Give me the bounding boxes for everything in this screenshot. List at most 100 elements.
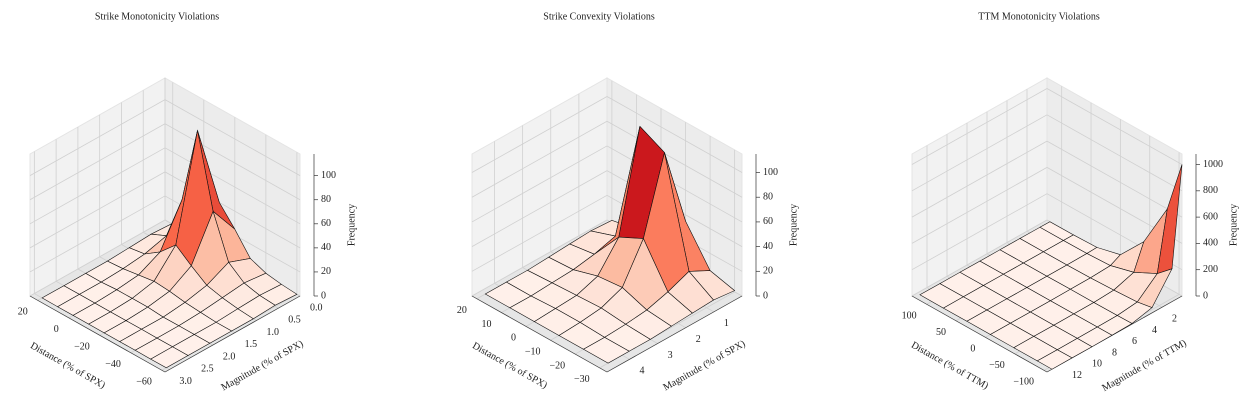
grid-line — [911, 114, 1048, 192]
grid-line — [1046, 114, 1183, 192]
y-tick-label: 4 — [1152, 325, 1157, 336]
y-tick-label: 1 — [724, 318, 729, 329]
grid-line — [606, 145, 743, 223]
z-tick-label: 60 — [763, 216, 773, 227]
chart-title: TTM Monotonicity Violations — [978, 11, 1100, 22]
subplot: TTM Monotonicity Violations100500−50−100… — [902, 11, 1240, 394]
grid-line — [606, 120, 743, 198]
subplot: Strike Convexity Violations20100−10−20−3… — [457, 11, 799, 393]
grid-line — [911, 88, 1048, 165]
surface-patch — [582, 337, 630, 364]
x-tick-label: −30 — [574, 374, 590, 385]
z-tick-label: 100 — [321, 170, 336, 181]
grid-line — [29, 195, 166, 273]
grid-line — [911, 140, 1048, 218]
x-tick-label: 20 — [457, 305, 467, 316]
grid-line — [164, 147, 301, 225]
x-axis — [471, 295, 608, 373]
grid-line — [471, 194, 608, 272]
y-tick-label: 2 — [696, 334, 701, 345]
y-tick-label: 1.5 — [245, 339, 258, 350]
grid-line — [1046, 88, 1183, 165]
z-tick-label: 20 — [763, 266, 773, 277]
z-tick-label: 200 — [1203, 264, 1218, 275]
z-tick-label: 80 — [763, 192, 773, 203]
z-tick-label: 60 — [321, 218, 331, 229]
grid-line — [911, 193, 1048, 271]
z-tick-label: 0 — [763, 290, 768, 301]
y-tick-label: 2.5 — [201, 364, 214, 375]
grid-line — [29, 123, 166, 201]
surface-patch — [1036, 349, 1073, 370]
y-tick-label: 3 — [668, 350, 673, 361]
x-axis — [29, 295, 166, 373]
z-tick-label: 0 — [321, 290, 326, 301]
y-axis-label: Magnitude (% of TTM) — [1100, 338, 1188, 394]
z-axis-label: Frequency — [788, 204, 799, 246]
y-axis — [164, 295, 301, 373]
grid-line — [606, 96, 743, 173]
y-tick-label: 12 — [1072, 370, 1082, 381]
grid-line — [471, 96, 608, 173]
x-axis — [911, 295, 1048, 373]
x-axis-label: Distance (% of TTM) — [909, 340, 990, 392]
x-tick-label: −100 — [1013, 377, 1034, 388]
grid-line — [164, 123, 301, 201]
y-tick-label: 0.0 — [310, 302, 323, 313]
x-tick-label: 50 — [936, 327, 946, 338]
grid-line — [1046, 140, 1183, 218]
z-tick-label: 400 — [1203, 238, 1218, 249]
grid-line — [471, 120, 608, 198]
grid-line — [471, 219, 608, 297]
x-tick-label: 100 — [902, 311, 917, 322]
y-tick-label: 1.0 — [266, 327, 279, 338]
z-tick-label: 40 — [763, 241, 773, 252]
z-tick-label: 0 — [1203, 290, 1208, 301]
y-tick-label: 0.5 — [288, 315, 301, 326]
x-tick-label: −40 — [105, 359, 121, 370]
x-tick-label: −20 — [549, 360, 565, 371]
grid-line — [29, 99, 166, 177]
chart-title: Strike Convexity Violations — [543, 11, 655, 22]
z-tick-label: 600 — [1203, 211, 1218, 222]
x-tick-label: −10 — [525, 347, 541, 358]
x-tick-label: −50 — [989, 360, 1005, 371]
z-axis-label: Frequency — [346, 204, 357, 246]
chart-title: Strike Monotonicity Violations — [95, 11, 219, 22]
x-tick-label: 10 — [481, 319, 491, 330]
x-axis-label: Distance (% of SPX) — [28, 340, 107, 391]
x-tick-label: −20 — [74, 342, 90, 353]
z-tick-label: 40 — [321, 242, 331, 253]
y-tick-label: 6 — [1132, 336, 1137, 347]
y-tick-label: 2 — [1172, 314, 1177, 325]
grid-line — [911, 167, 1048, 244]
y-tick-label: 3.0 — [179, 376, 192, 387]
z-tick-label: 100 — [763, 167, 778, 178]
y-tick-label: 8 — [1112, 347, 1117, 358]
z-tick-label: 80 — [321, 194, 331, 205]
grid-line — [29, 219, 166, 297]
y-axis — [606, 295, 743, 373]
x-tick-label: −60 — [136, 377, 152, 388]
surface-patch — [150, 346, 189, 369]
x-tick-label: 20 — [18, 307, 28, 318]
z-tick-label: 800 — [1203, 185, 1218, 196]
x-tick-label: 0 — [511, 333, 516, 344]
grid-line — [471, 145, 608, 223]
grid-line — [164, 99, 301, 177]
y-axis-label: Magnitude (% of SPX) — [219, 338, 305, 393]
y-axis-label: Magnitude (% of SPX) — [661, 338, 747, 393]
z-axis-label: Frequency — [1228, 204, 1239, 246]
grid-line — [911, 219, 1048, 297]
grid-line — [29, 147, 166, 225]
grid-line — [29, 171, 166, 249]
z-tick-label: 1000 — [1203, 159, 1223, 170]
x-tick-label: 0 — [970, 344, 975, 355]
grid-line — [471, 170, 608, 247]
y-tick-label: 10 — [1092, 359, 1102, 370]
y-tick-label: 2.0 — [223, 351, 236, 362]
z-tick-label: 20 — [321, 266, 331, 277]
subplot: Strike Monotonicity Violations 20 0 −20 −40 −… — [18, 11, 358, 393]
x-tick-label: 0 — [54, 324, 59, 335]
